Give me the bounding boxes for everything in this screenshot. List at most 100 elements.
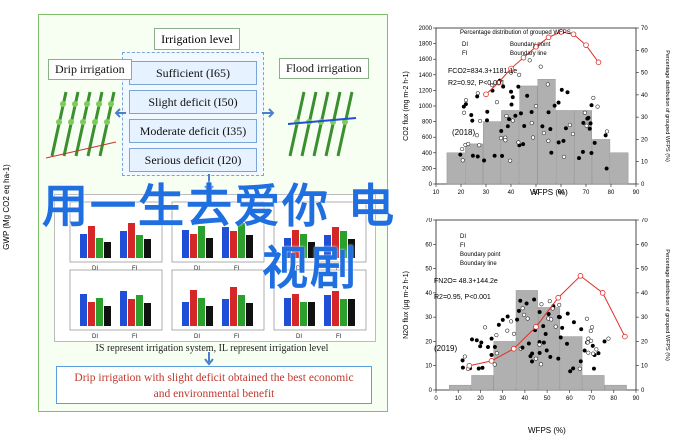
mini-xlabel: DI xyxy=(296,334,302,338)
boundary-point xyxy=(520,54,527,61)
chart1-legend-fi: FI xyxy=(462,51,468,57)
flux-point xyxy=(553,324,558,329)
boundary-line xyxy=(485,31,599,95)
y-tick-label: 1200 xyxy=(419,88,433,94)
chart1-year: (2018) xyxy=(452,128,476,137)
mini-bar xyxy=(238,223,245,258)
flux-point xyxy=(604,166,609,171)
flux-point xyxy=(537,342,542,347)
flux-point xyxy=(510,118,515,123)
mini-bar xyxy=(182,302,189,326)
level-moderate-deficit: Moderate deficit (I35) xyxy=(129,119,257,143)
flood-irrigation-title: Flood irrigation xyxy=(279,58,369,79)
flux-point xyxy=(489,352,494,358)
mini-bar xyxy=(190,290,197,326)
chart2-legend-boundary-point: Boundary point xyxy=(460,252,501,258)
mini-bar xyxy=(198,298,205,326)
y-tick-label: 600 xyxy=(422,135,433,141)
mini-bar xyxy=(230,231,237,258)
y2-tick-label: 40 xyxy=(641,93,648,99)
flux-point xyxy=(556,314,561,319)
left-arrow-icon xyxy=(114,108,126,118)
flux-point xyxy=(494,333,499,338)
flux-point xyxy=(577,366,582,371)
flux-point xyxy=(540,124,545,129)
conclusion-line-1: Drip irrigation with slight deficit obta… xyxy=(74,372,354,384)
wfps-bar xyxy=(449,384,472,391)
flux-point xyxy=(580,149,585,154)
mini-bar xyxy=(120,231,127,258)
flux-point xyxy=(582,110,587,115)
y2-tick-label: 70 xyxy=(641,218,648,224)
chart2-equation: FN2O= 48.3+144.2e xyxy=(434,278,498,285)
flux-point xyxy=(604,129,609,134)
drip-irrigation-title: Drip irrigation xyxy=(48,59,132,80)
mini-bar xyxy=(96,298,103,326)
flux-point xyxy=(584,316,589,321)
y2-tick-label: 10 xyxy=(641,364,648,370)
flux-point xyxy=(533,104,539,109)
flux-point xyxy=(547,299,552,304)
flux-point xyxy=(525,316,530,321)
flux-point xyxy=(478,344,483,349)
wfps-bar xyxy=(519,85,538,185)
y2-tick-label: 50 xyxy=(641,267,648,273)
flux-point xyxy=(470,153,475,158)
flux-point xyxy=(470,118,475,123)
flux-point xyxy=(509,102,514,107)
flux-point xyxy=(571,366,576,371)
mini-bar xyxy=(238,295,245,326)
flux-point xyxy=(492,344,497,349)
mini-bar xyxy=(120,291,127,326)
y-tick-label: 60 xyxy=(425,242,432,248)
flux-point xyxy=(529,109,534,115)
boundary-point xyxy=(622,333,628,340)
flux-point xyxy=(591,366,597,371)
mini-xlabel: DI xyxy=(92,266,98,272)
flux-point xyxy=(529,120,534,126)
mini-bar xyxy=(190,234,197,258)
flux-point xyxy=(556,100,561,105)
flux-point xyxy=(548,127,553,132)
y2-tick-label: 60 xyxy=(641,48,648,54)
wfps-bar xyxy=(464,143,483,185)
flux-point xyxy=(606,336,611,341)
flux-point xyxy=(462,110,467,115)
flux-point xyxy=(509,319,514,324)
boundary-point xyxy=(570,31,577,38)
flux-point xyxy=(477,143,482,148)
flux-point xyxy=(475,94,480,99)
flux-point xyxy=(485,109,490,114)
flux-point xyxy=(557,302,562,307)
chart2-legend-di: DI xyxy=(460,234,466,240)
mini-bar xyxy=(128,223,135,258)
flux-point xyxy=(568,369,573,374)
wfps-bar xyxy=(483,121,502,185)
flux-point xyxy=(549,150,554,155)
y-tick-label: 1600 xyxy=(419,57,433,63)
y-tick-label: 40 xyxy=(425,291,432,297)
boundary-point xyxy=(488,358,495,364)
boundary-point xyxy=(466,362,473,369)
flux-point xyxy=(571,320,576,325)
y2-tick-label: 20 xyxy=(641,137,648,143)
mini-xlabel: FI xyxy=(234,266,240,272)
mini-bar xyxy=(88,226,95,258)
flux-point xyxy=(517,72,522,77)
flux-point xyxy=(565,90,570,95)
mini-xlabel: FI xyxy=(336,266,342,272)
flux-point xyxy=(591,351,596,356)
mini-bar xyxy=(144,303,151,326)
mini-bar xyxy=(198,226,205,258)
flux-point xyxy=(499,128,504,134)
y-tick-label: 20 xyxy=(425,339,432,345)
flux-point xyxy=(475,154,480,159)
flux-point xyxy=(586,350,591,355)
flux-point xyxy=(518,111,523,116)
flux-point xyxy=(463,98,469,103)
flux-point xyxy=(461,104,466,109)
y-tick-label: 2000 xyxy=(419,26,433,32)
x-tick-label: 60 xyxy=(566,396,573,402)
boundary-point xyxy=(545,34,552,41)
chart2-legend-fi: FI xyxy=(460,243,466,249)
